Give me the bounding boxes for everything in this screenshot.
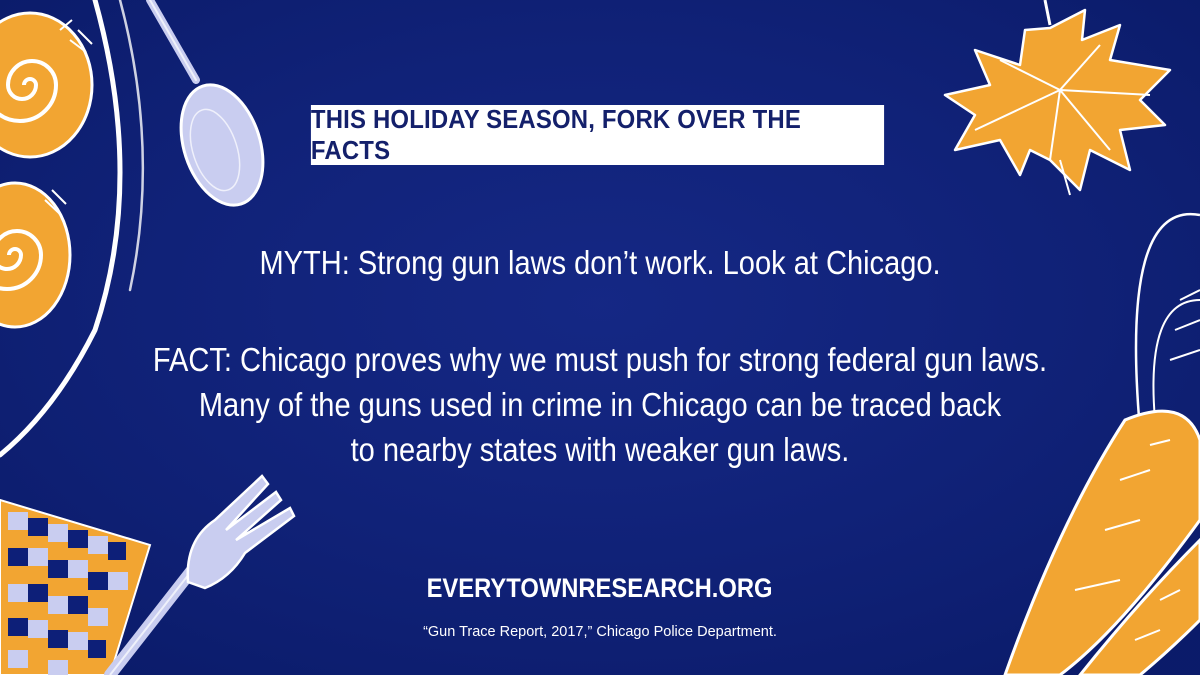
fact-statement: FACT: Chicago proves why we must push fo…	[0, 337, 1200, 472]
myth-statement: MYTH: Strong gun laws don’t work. Look a…	[0, 240, 1200, 285]
headline-text: THIS HOLIDAY SEASON, FORK OVER THE FACTS	[310, 104, 801, 165]
headline-banner: THIS HOLIDAY SEASON, FORK OVER THE FACTS	[310, 104, 885, 165]
myth-text: MYTH: Strong gun laws don’t work. Look a…	[259, 244, 941, 281]
maple-leaf-icon	[943, 0, 1172, 196]
fact-line-3: to nearby states with weaker gun laws.	[350, 431, 850, 468]
spoon-icon	[146, 0, 265, 207]
waffle-icon	[0, 498, 152, 675]
fork-icon	[104, 474, 296, 675]
source-citation: “Gun Trace Report, 2017,” Chicago Police…	[423, 624, 777, 640]
website-link[interactable]: EVERYTOWNRESEARCH.ORG	[427, 573, 773, 603]
fact-line-2: Many of the guns used in crime in Chicag…	[198, 386, 1002, 423]
carrot-icon	[1003, 212, 1200, 675]
cinnamon-roll-icon	[0, 181, 72, 329]
plate-icon	[0, 0, 145, 458]
fact-line-1: FACT: Chicago proves why we must push fo…	[152, 341, 1048, 378]
cinnamon-roll-icon	[0, 11, 94, 159]
